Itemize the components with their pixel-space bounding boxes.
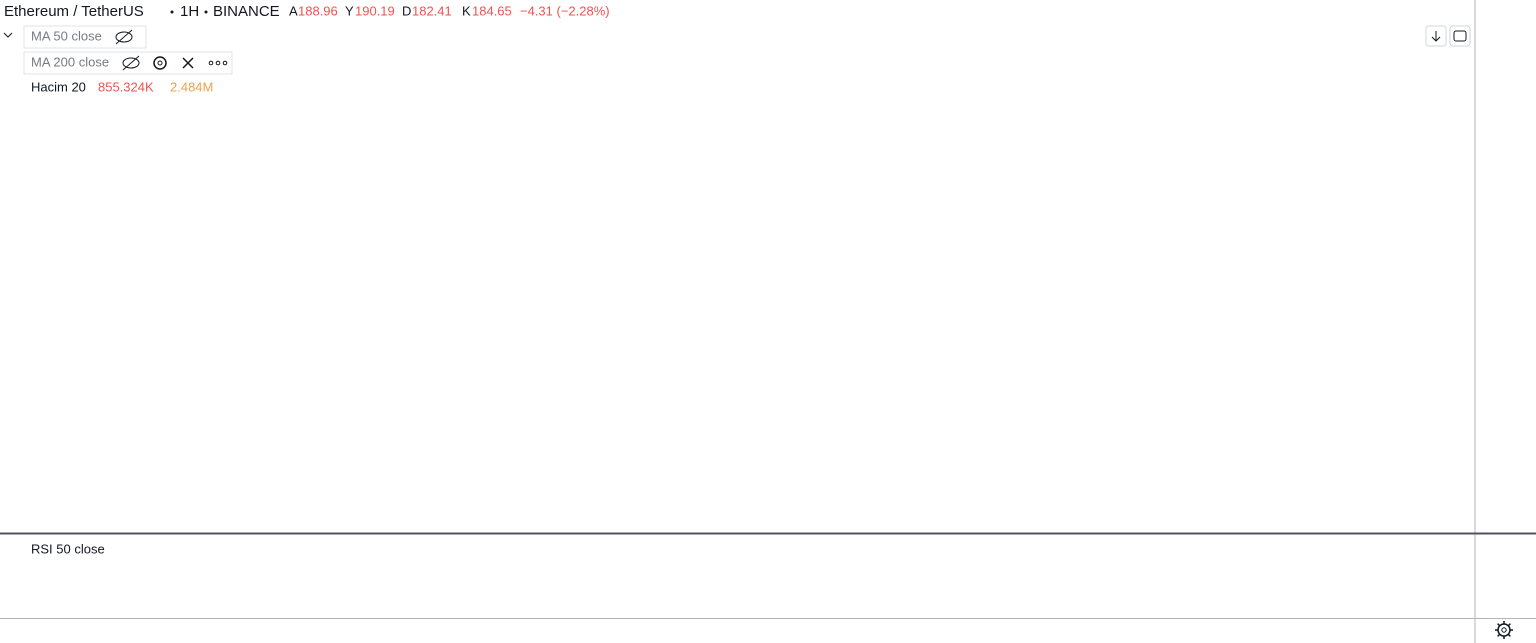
hide-icon[interactable] — [122, 55, 140, 71]
change: −4.31 (−2.28%) — [520, 3, 610, 18]
ohlc-key: D — [402, 3, 411, 18]
interval: 1H — [180, 3, 199, 20]
ohlc-key: A — [289, 3, 298, 18]
ohlc-value: 188.96 — [298, 3, 338, 18]
indicator-name: MA 200 close — [31, 54, 109, 69]
collapse-icon — [3, 32, 13, 38]
remove-icon[interactable] — [182, 57, 194, 69]
rsi-name: RSI 50 close — [31, 541, 105, 556]
hide-icon[interactable] — [115, 29, 133, 45]
reset-button[interactable] — [1449, 25, 1471, 47]
more-icon[interactable] — [208, 60, 228, 66]
exchange: BINANCE — [213, 3, 280, 20]
volume-value: 855.324K — [98, 79, 154, 94]
scroll-button[interactable] — [1425, 25, 1447, 47]
ohlc-value: 184.65 — [472, 3, 512, 18]
ohlc-value: 190.19 — [355, 3, 395, 18]
ohlc-key: Y — [345, 3, 354, 18]
separator-dot — [204, 10, 208, 14]
separator-dot — [170, 10, 174, 14]
indicator-name: MA 50 close — [31, 28, 102, 43]
volume-ma-value: 2.484M — [170, 79, 213, 94]
legend-box — [23, 51, 233, 75]
ohlc-key: K — [462, 3, 471, 18]
volume-name: Hacim 20 — [31, 79, 86, 94]
settings-icon[interactable] — [153, 56, 167, 70]
settings-button[interactable] — [1495, 621, 1513, 639]
symbol-title: Ethereum / TetherUS — [4, 3, 144, 20]
legend-box — [23, 25, 147, 49]
ohlc-value: 182.41 — [412, 3, 452, 18]
indicator-legend[interactable]: MA 50 close MA 200 close — [2, 25, 233, 75]
